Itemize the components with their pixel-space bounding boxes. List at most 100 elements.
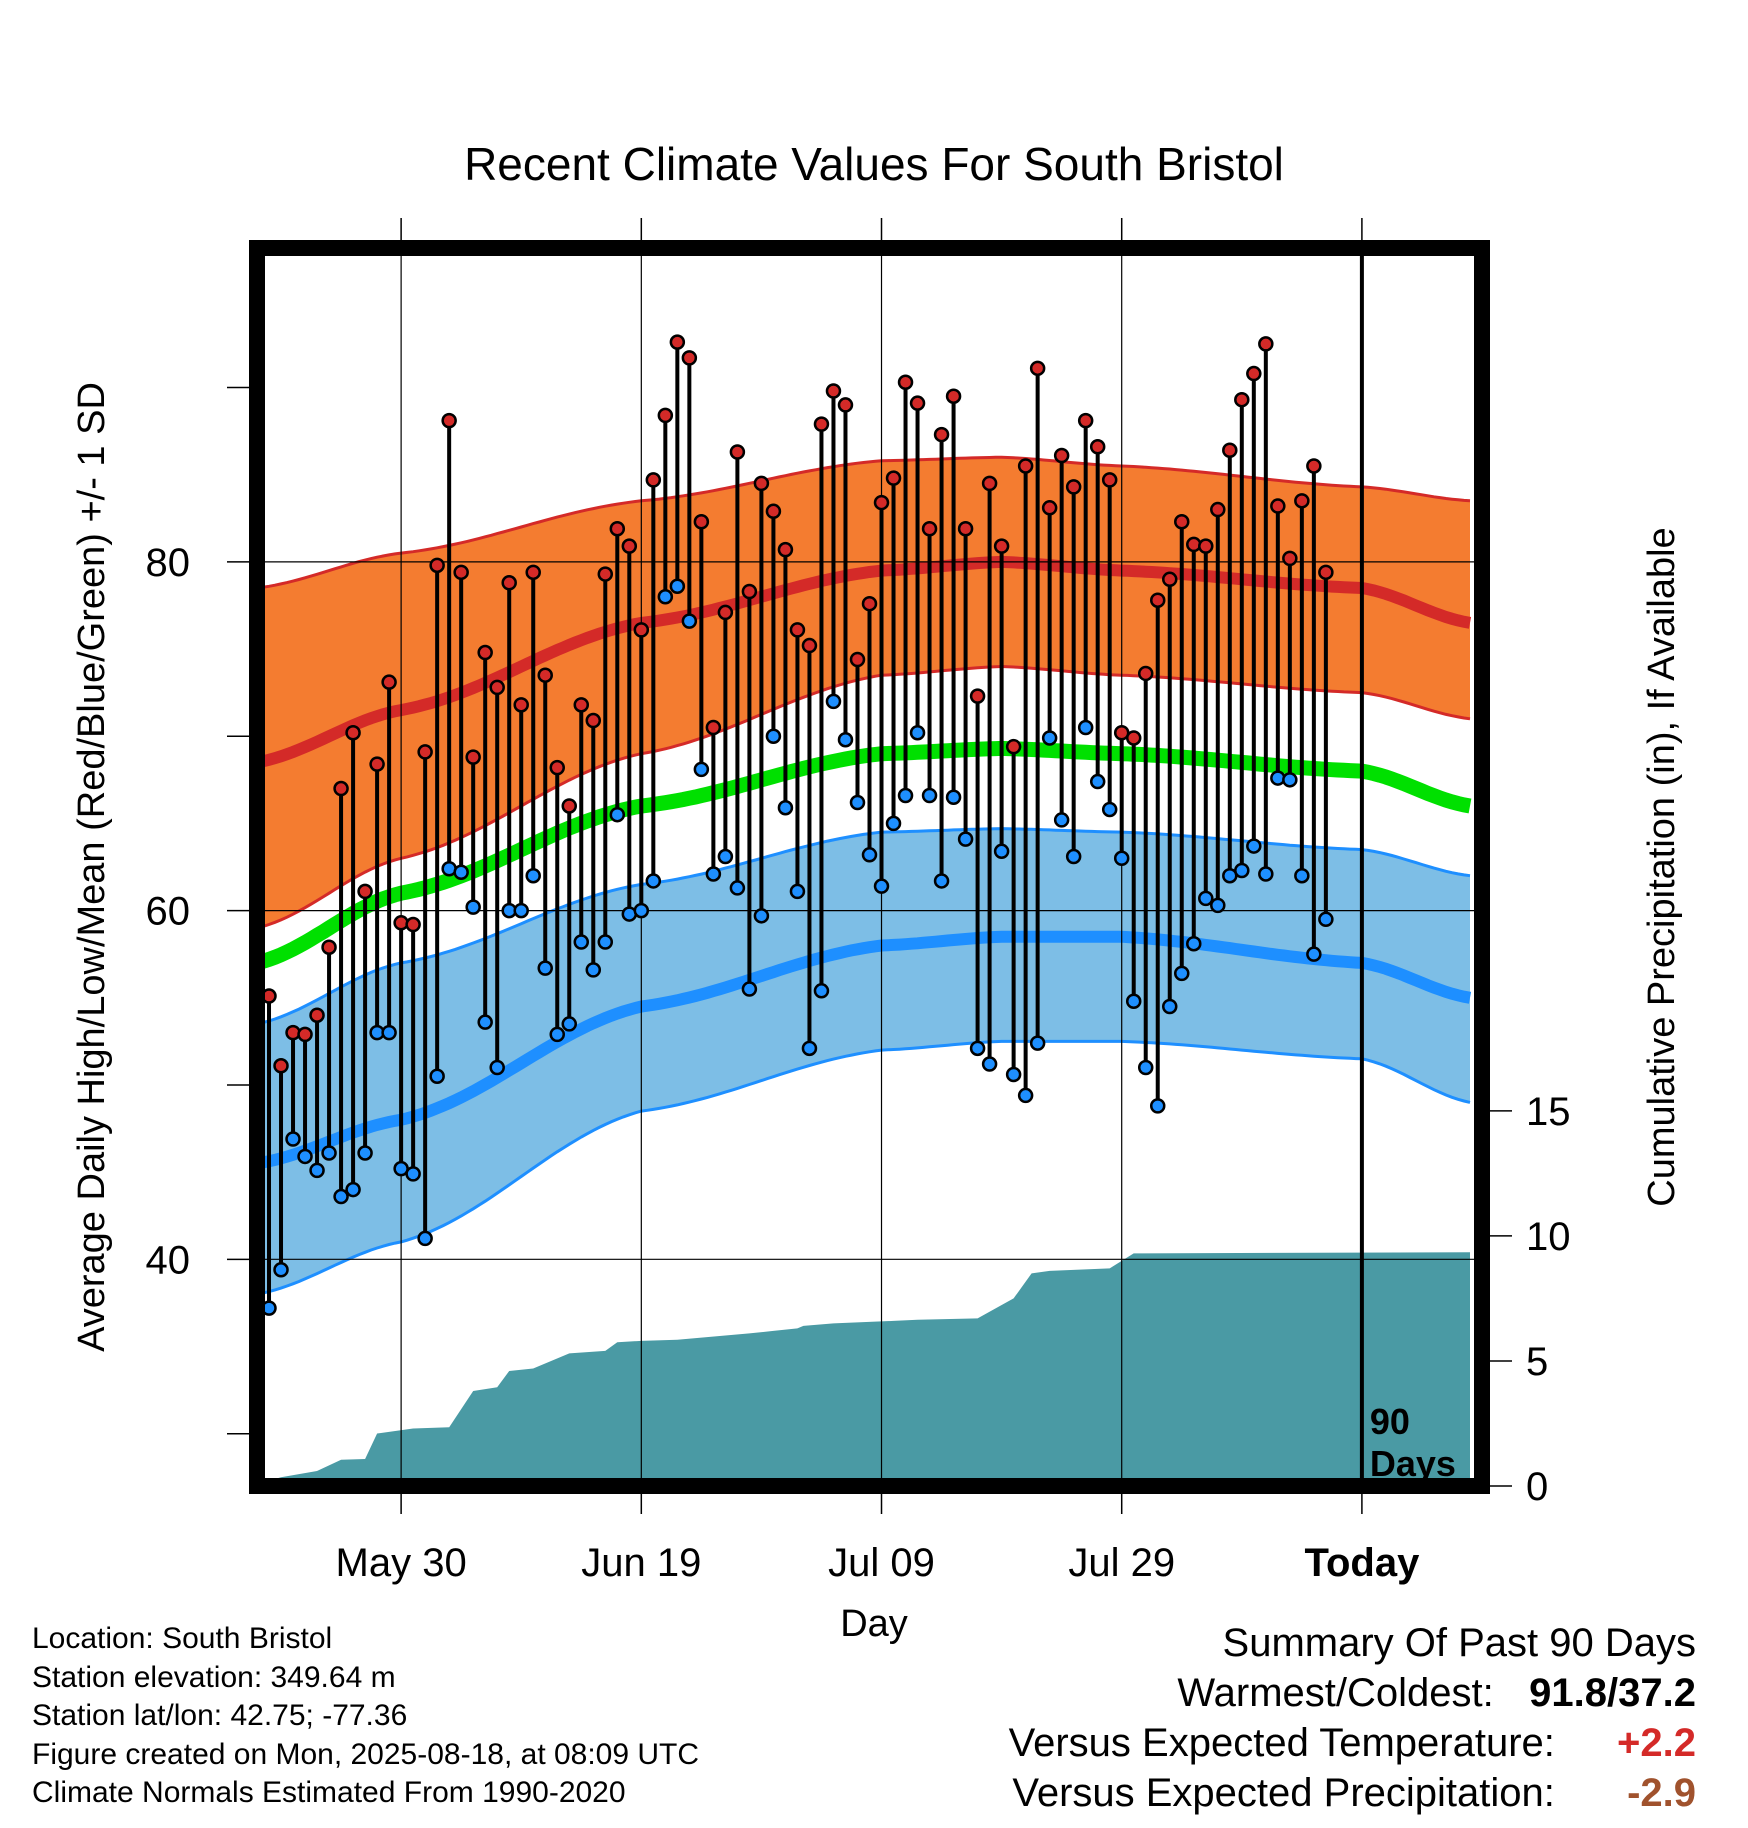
daily-high-point xyxy=(789,622,806,638)
daily-low-point xyxy=(705,866,722,882)
chart-title: Recent Climate Values For South Bristol xyxy=(464,138,1284,190)
daily-low-point xyxy=(1258,866,1274,882)
daily-high-point xyxy=(645,472,662,488)
daily-high-point xyxy=(537,667,553,683)
days-marker-label: 90 Days xyxy=(1370,1401,1456,1484)
daily-low-point xyxy=(549,1026,565,1043)
daily-low-point xyxy=(477,1014,493,1030)
daily-low-point xyxy=(765,728,782,744)
daily-high-point xyxy=(441,412,457,429)
daily-low-point xyxy=(1198,890,1214,907)
daily-high-point xyxy=(765,503,782,520)
created-text: Figure created on Mon, 2025-08-18, at 08… xyxy=(32,1737,700,1771)
daily-high-point xyxy=(549,759,565,776)
daily-low-point xyxy=(717,848,734,865)
latlon-text: Station lat/lon: 42.75; -77.36 xyxy=(32,1699,408,1732)
y2-tick-label: 5 xyxy=(1526,1340,1548,1384)
daily-low-point xyxy=(357,1145,373,1161)
daily-high-point xyxy=(957,520,974,537)
daily-low-point xyxy=(729,880,746,896)
daily-low-point xyxy=(801,1040,818,1057)
daily-low-point xyxy=(465,899,481,915)
daily-high-point xyxy=(477,644,493,661)
daily-low-point xyxy=(657,588,674,605)
daily-high-point xyxy=(309,1007,325,1023)
daily-low-point xyxy=(1294,867,1310,884)
daily-low-point xyxy=(513,902,529,919)
daily-high-point xyxy=(1077,412,1094,429)
daily-high-point xyxy=(657,407,674,424)
daily-low-point xyxy=(1234,862,1250,879)
daily-high-point xyxy=(753,475,770,492)
daily-high-point xyxy=(669,334,686,350)
normal-low-line xyxy=(257,930,1472,1170)
daily-low-point xyxy=(489,1059,505,1076)
daily-low-point xyxy=(981,1056,998,1072)
daily-high-point xyxy=(345,724,361,741)
daily-high-point xyxy=(717,604,734,621)
daily-high-point xyxy=(813,416,830,432)
daily-low-point xyxy=(1041,730,1058,746)
daily-low-point xyxy=(1137,1059,1154,1076)
x-tick-label: May 30 xyxy=(336,1541,467,1585)
daily-high-point xyxy=(933,426,950,443)
daily-low-point xyxy=(909,724,926,741)
daily-low-point xyxy=(453,864,469,880)
daily-low-point xyxy=(1210,897,1226,914)
y2-axis-label: Cumulative Precipitation (in), If Availa… xyxy=(1641,527,1683,1206)
daily-low-point xyxy=(813,983,830,999)
daily-high-point xyxy=(273,1058,289,1074)
daily-high-point xyxy=(405,916,421,933)
daily-high-point xyxy=(741,583,758,600)
precip-value: -2.9 xyxy=(1627,1771,1696,1815)
y-tick-label: 80 xyxy=(146,541,191,585)
warm-cold-label: Warmest/Coldest: xyxy=(1177,1671,1494,1715)
daily-high-point xyxy=(1089,439,1106,455)
daily-high-point xyxy=(333,780,349,797)
daily-high-point xyxy=(1246,365,1262,382)
daily-high-point xyxy=(693,514,710,530)
daily-high-point xyxy=(849,651,866,668)
daily-high-point xyxy=(1222,442,1238,459)
daily-high-point xyxy=(369,756,385,772)
daily-low-point xyxy=(633,902,650,919)
daily-low-point xyxy=(1077,719,1094,736)
daily-high-point xyxy=(1234,391,1250,408)
daily-high-point xyxy=(1005,738,1022,755)
daily-high-point xyxy=(969,688,986,704)
station-info: Location: South Bristol Station elevatio… xyxy=(32,1620,699,1813)
plot-frame xyxy=(249,240,1490,1494)
daily-low-point xyxy=(693,761,710,778)
daily-high-point xyxy=(897,374,914,391)
daily-low-point xyxy=(741,981,758,997)
daily-high-point xyxy=(825,383,842,399)
daily-high-point xyxy=(453,564,469,581)
daily-low-point xyxy=(645,873,662,889)
daily-low-point xyxy=(681,613,698,629)
daily-high-point xyxy=(1282,550,1298,567)
daily-high-point xyxy=(585,712,602,729)
daily-high-point xyxy=(921,520,938,537)
daily-high-point xyxy=(429,557,445,574)
summary-panel: Summary Of Past 90 Days Warmest/Coldest:… xyxy=(1009,1618,1696,1818)
daily-high-point xyxy=(801,637,818,654)
daily-low-point xyxy=(1246,838,1262,854)
daily-high-point xyxy=(1041,500,1058,516)
daily-high-point xyxy=(621,538,638,554)
location-text: Location: South Bristol xyxy=(32,1622,333,1655)
daily-low-point xyxy=(273,1262,289,1278)
daily-low-point xyxy=(969,1040,986,1057)
daily-low-point xyxy=(573,934,590,950)
daily-high-point xyxy=(1270,498,1286,514)
daily-high-point xyxy=(513,697,529,713)
daily-high-point xyxy=(501,575,517,591)
normals-text: Climate Normals Estimated From 1990-2020 xyxy=(32,1776,626,1809)
daily-low-point xyxy=(525,867,541,884)
daily-high-point xyxy=(633,622,650,638)
daily-low-point xyxy=(861,847,878,863)
summary-heading: Summary Of Past 90 Days xyxy=(1222,1621,1696,1665)
daily-low-point xyxy=(921,787,938,804)
daily-low-point xyxy=(1282,772,1298,788)
summary-temp: Versus Expected Temperature: +2.2 xyxy=(1009,1718,1696,1768)
daily-high-point xyxy=(873,494,890,511)
